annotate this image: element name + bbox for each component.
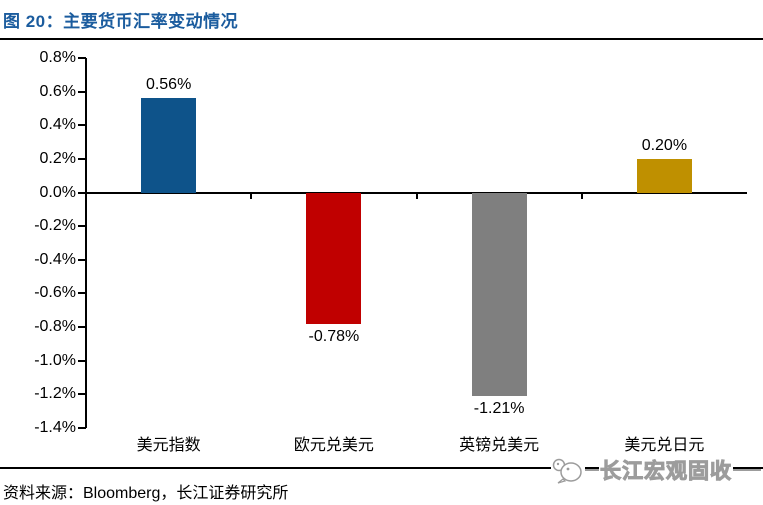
y-axis-tick-mark bbox=[78, 191, 86, 194]
y-axis-tick-label: -0.8% bbox=[34, 318, 76, 336]
y-axis-tick-mark bbox=[78, 57, 86, 59]
x-axis-category-label: 美元兑日元 bbox=[624, 437, 705, 454]
x-axis-category-label: 美元指数 bbox=[136, 437, 201, 454]
watermark: 长江宏观固收 bbox=[551, 452, 761, 488]
chart-footer: 资料来源：Bloomberg，长江证券研究所 bbox=[0, 467, 763, 505]
y-axis-tick-mark bbox=[78, 124, 86, 127]
watermark-label: 长江宏观固收 bbox=[599, 455, 733, 485]
x-axis-tick-mark bbox=[250, 192, 253, 199]
y-axis-line bbox=[85, 58, 87, 428]
bar-value-label: -0.78% bbox=[308, 327, 360, 345]
y-axis-tick-mark bbox=[78, 393, 86, 396]
chart-header: 图 20：主要货币汇率变动情况 bbox=[0, 0, 763, 40]
chart-bar bbox=[636, 158, 692, 193]
x-axis-tick-mark bbox=[580, 192, 583, 199]
source-note: 资料来源：Bloomberg，长江证券研究所 bbox=[3, 485, 289, 502]
y-axis-tick-mark bbox=[78, 157, 86, 160]
y-axis-tick-mark bbox=[78, 427, 86, 429]
y-axis-tick-label: -1.0% bbox=[34, 351, 76, 369]
bar-value-label: -1.21% bbox=[473, 400, 525, 418]
y-axis-tick-label: 0.2% bbox=[39, 149, 76, 167]
y-axis-tick-mark bbox=[78, 90, 86, 93]
chart-bar bbox=[471, 192, 527, 397]
x-axis-category-label: 英镑兑美元 bbox=[459, 437, 540, 454]
y-axis-tick-mark bbox=[78, 258, 86, 261]
x-axis-tick-mark bbox=[415, 192, 418, 199]
y-axis-tick-mark bbox=[78, 326, 86, 329]
chart-bar bbox=[306, 192, 362, 324]
y-axis-tick-label: 0.6% bbox=[39, 82, 76, 100]
y-axis-tick-label: -0.2% bbox=[34, 217, 76, 235]
y-axis-tick-label: -0.6% bbox=[34, 284, 76, 302]
watermark-left-rule bbox=[585, 469, 599, 471]
x-axis-category-label: 欧元兑美元 bbox=[293, 437, 374, 454]
watermark-right-rule bbox=[733, 469, 761, 471]
y-axis-tick-mark bbox=[78, 225, 86, 228]
y-axis-tick-mark bbox=[78, 292, 86, 295]
bar-value-label: 0.20% bbox=[641, 136, 688, 154]
chart-bar bbox=[141, 98, 197, 193]
y-axis-tick-label: -0.4% bbox=[34, 250, 76, 268]
brand-logo-icon bbox=[551, 455, 585, 485]
y-axis-tick-label: 0.0% bbox=[39, 183, 76, 201]
y-axis-tick-label: -1.4% bbox=[34, 419, 76, 436]
y-axis-tick-label: 0.8% bbox=[39, 49, 76, 66]
chart-title: 图 20：主要货币汇率变动情况 bbox=[3, 12, 239, 31]
y-axis-tick-label: 0.4% bbox=[39, 116, 76, 134]
y-axis-tick-label: -1.2% bbox=[34, 385, 76, 403]
y-axis-tick-mark bbox=[78, 359, 86, 362]
bar-value-label: 0.56% bbox=[145, 76, 192, 94]
